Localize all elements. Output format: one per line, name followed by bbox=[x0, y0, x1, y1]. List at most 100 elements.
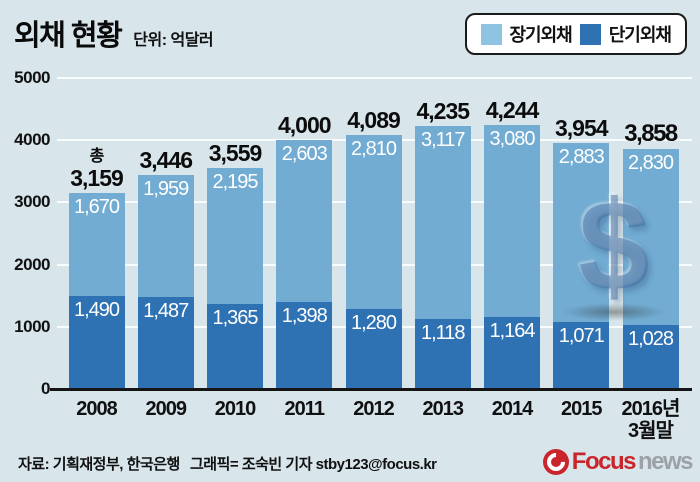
footer-credit: 그래픽= 조숙빈 기자 stby123@focus.kr bbox=[190, 456, 437, 473]
y-tick-label-2000: 2000 bbox=[14, 254, 50, 274]
total-label: 총 3,159 bbox=[52, 148, 142, 190]
short-term-segment bbox=[553, 322, 610, 389]
x-tick-line: 2010 bbox=[214, 398, 257, 420]
x-tick-label: 2016년 3월말 bbox=[606, 398, 696, 442]
short-term-segment bbox=[68, 296, 125, 389]
gridline-5000 bbox=[57, 77, 692, 79]
total-value: 4,000 bbox=[277, 112, 332, 139]
total-value: 3,159 bbox=[70, 164, 124, 191]
x-tick-line: 2008 bbox=[76, 398, 118, 420]
y-tick-label-5000: 5000 bbox=[14, 68, 50, 87]
long-term-segment bbox=[484, 125, 540, 317]
total-label: 3,858 bbox=[606, 121, 696, 147]
bar-group-2011: 4,000 2,603 1,398 2011 bbox=[276, 113, 333, 420]
x-tick-line: 2009 bbox=[145, 398, 188, 420]
total-value: 3,954 bbox=[554, 115, 609, 142]
long-term-value-label: 2,195 bbox=[212, 170, 258, 193]
total-prefix-label: 총 bbox=[89, 148, 105, 166]
legend-label-short-term: 단기외채 bbox=[608, 25, 672, 45]
x-tick-line: 3월말 bbox=[628, 420, 674, 442]
short-term-segment bbox=[276, 302, 333, 389]
legend-swatch-long-term bbox=[480, 23, 502, 45]
focusnews-logo: Focus news bbox=[542, 448, 694, 476]
short-term-value-label: 1,365 bbox=[212, 307, 258, 330]
total-value: 3,559 bbox=[208, 139, 263, 166]
x-tick-line: 2014 bbox=[491, 398, 534, 420]
x-tick-label: 2014 bbox=[467, 398, 557, 420]
total-label: 4,089 bbox=[329, 108, 419, 133]
x-tick-label: 2015 bbox=[536, 398, 626, 420]
x-tick-line: 2016년 bbox=[621, 398, 681, 420]
x-tick-line: 2011 bbox=[284, 398, 325, 420]
bar-group-2014: 4,244 3,080 1,164 2014 bbox=[484, 98, 540, 420]
total-label: 3,559 bbox=[190, 139, 280, 166]
long-term-segment bbox=[414, 125, 471, 320]
long-term-segment bbox=[137, 174, 194, 297]
total-value: 3,446 bbox=[139, 146, 193, 173]
long-term-segment bbox=[553, 143, 610, 323]
total-value: 4,089 bbox=[347, 106, 401, 133]
long-term-value-label: 1,670 bbox=[73, 195, 120, 218]
x-tick-label: 2009 bbox=[121, 398, 211, 420]
long-term-segment bbox=[622, 149, 679, 326]
x-tick-label: 2008 bbox=[52, 398, 142, 420]
long-term-segment bbox=[68, 192, 125, 297]
header: 외채 현황 단위: 억달러 bbox=[14, 12, 214, 54]
total-label: 4,235 bbox=[398, 97, 488, 124]
total-value: 4,235 bbox=[416, 97, 470, 124]
short-term-segment bbox=[622, 325, 679, 389]
long-term-value-label: 2,810 bbox=[350, 137, 397, 160]
total-label: 4,000 bbox=[259, 113, 349, 138]
short-term-segment bbox=[207, 304, 263, 389]
total-label: 3,446 bbox=[121, 148, 211, 173]
bar-group-2010: 3,559 2,195 1,365 2010 bbox=[207, 140, 263, 420]
long-term-value-label: 2,883 bbox=[558, 146, 605, 169]
long-term-segment bbox=[207, 167, 263, 305]
bar-group-2009: 3,446 1,959 1,487 2009 bbox=[137, 148, 194, 420]
long-term-value-label: 3,117 bbox=[420, 128, 466, 151]
legend-swatch-short-term bbox=[579, 23, 601, 45]
short-term-segment bbox=[414, 319, 471, 389]
x-axis-line bbox=[50, 388, 692, 391]
total-value: 3,858 bbox=[624, 120, 678, 148]
logo-suffix-text: news bbox=[637, 448, 694, 475]
short-term-segment bbox=[345, 309, 402, 389]
y-tick-label-3000: 3000 bbox=[14, 192, 50, 212]
y-tick-label-0: 0 bbox=[41, 379, 50, 398]
bar-group-2008: 총 3,159 1,670 1,490 2008 bbox=[68, 148, 125, 420]
short-term-value-label: 1,398 bbox=[281, 305, 328, 328]
x-tick-label: 2011 bbox=[259, 398, 349, 420]
short-term-value-label: 1,071 bbox=[558, 325, 605, 348]
x-tick-label: 2010 bbox=[190, 398, 280, 420]
short-term-value-label: 1,490 bbox=[73, 299, 120, 322]
short-term-value-label: 1,028 bbox=[627, 328, 674, 351]
page-title: 외채 현황 bbox=[14, 20, 123, 52]
long-term-value-label: 2,603 bbox=[281, 143, 328, 166]
x-tick-label: 2012 bbox=[329, 398, 419, 420]
long-term-value-label: 3,080 bbox=[489, 128, 535, 151]
short-term-value-label: 1,280 bbox=[350, 312, 397, 335]
bar-group-2015: 3,954 2,883 1,071 2015 bbox=[553, 116, 610, 420]
plot-area: 총 3,159 1,670 1,490 2008 3,446 1,959 1,487 2009 3… bbox=[57, 77, 692, 442]
long-term-segment bbox=[345, 134, 402, 310]
short-term-segment bbox=[484, 316, 540, 389]
bar-group-2016년: 3,858 2,830 1,028 2016년 3월말 bbox=[622, 121, 681, 442]
short-term-value-label: 1,118 bbox=[420, 322, 466, 345]
short-term-value-label: 1,487 bbox=[143, 299, 189, 322]
x-tick-line: 2013 bbox=[422, 398, 465, 420]
legend-label-long-term: 장기외채 bbox=[509, 25, 573, 45]
x-tick-line: 2015 bbox=[561, 398, 603, 420]
logo-brand-text: Focus bbox=[571, 448, 637, 475]
long-term-value-label: 1,959 bbox=[143, 177, 189, 200]
long-term-value-label: 2,830 bbox=[627, 152, 674, 175]
y-tick-label-1000: 1000 bbox=[14, 316, 50, 336]
short-term-value-label: 1,164 bbox=[489, 319, 535, 342]
footer-source: 자료: 기획재정부, 한국은행 bbox=[18, 456, 180, 473]
y-tick-label-4000: 4000 bbox=[14, 130, 50, 150]
unit-label: 단위: 억달러 bbox=[133, 32, 214, 49]
x-tick-label: 2013 bbox=[398, 398, 488, 420]
x-tick-line: 2012 bbox=[353, 398, 395, 420]
total-label: 3,954 bbox=[536, 116, 626, 141]
total-value: 4,244 bbox=[485, 97, 540, 124]
